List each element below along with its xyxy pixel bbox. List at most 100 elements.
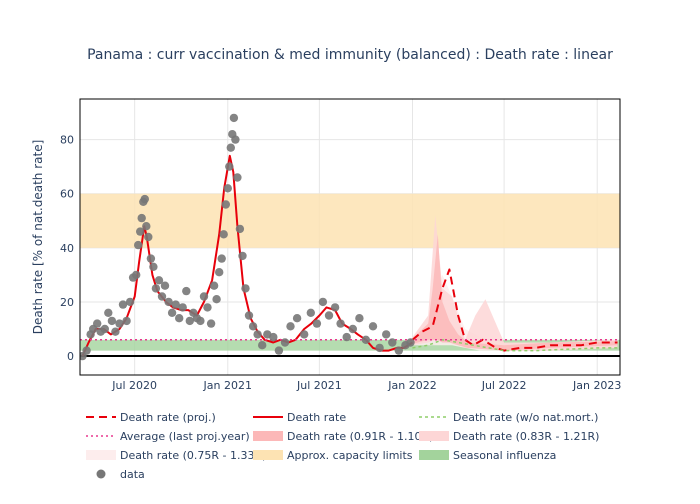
legend-item[interactable]: Death rate (0.75R - 1.33R) (86, 449, 266, 462)
data-point (330, 303, 340, 312)
y-tick-label: 20 (60, 296, 74, 309)
legend-label: Death rate (proj.) (120, 411, 216, 424)
data-point (196, 316, 205, 326)
data-point (235, 224, 245, 234)
legend-item[interactable]: Seasonal influenza (419, 449, 556, 462)
data-point (244, 311, 254, 320)
legend-label: Death rate (287, 411, 346, 424)
data-point (406, 338, 415, 347)
legend-symbol (253, 450, 283, 460)
data-point (269, 332, 278, 342)
data-point (136, 227, 145, 236)
data-point (248, 322, 258, 331)
y-axis-label: Death rate [% of nat.death rate] (31, 140, 45, 335)
data-point (206, 319, 216, 328)
data-point (223, 184, 232, 193)
data-point (388, 338, 397, 347)
legend-item[interactable]: Death rate (w/o nat.mort.) (419, 411, 598, 424)
legend-label: Death rate (0.91R - 1.10R) (287, 430, 433, 443)
legend-label: Approx. capacity limits (287, 449, 413, 462)
data-point (300, 330, 309, 339)
data-point (306, 308, 315, 317)
plot-frame (79, 98, 621, 376)
y-tick-label: 80 (60, 134, 74, 147)
legend-item[interactable]: Approx. capacity limits (253, 449, 413, 462)
series-line (412, 339, 618, 352)
x-tick-label: Jul 2020 (111, 379, 157, 392)
legend-item[interactable]: Average (last proj.year) (86, 430, 250, 443)
data-point (368, 322, 378, 331)
capacity-band (80, 193, 620, 248)
data-point (82, 346, 91, 355)
data-point (93, 319, 102, 328)
data-point (217, 254, 226, 263)
series-line (411, 268, 618, 352)
data-point (212, 295, 221, 304)
data-point (134, 240, 143, 250)
data-point (111, 327, 120, 336)
data-point (238, 251, 247, 261)
legend-symbol (419, 450, 449, 460)
data-point (142, 222, 151, 231)
data-point (229, 113, 239, 123)
data-point (118, 300, 128, 309)
data-point (253, 330, 262, 339)
data-point (132, 270, 141, 280)
legend-item[interactable]: Death rate (253, 411, 346, 424)
uncertainty-band (412, 234, 618, 351)
legend-symbol (419, 431, 449, 441)
data-point (336, 319, 345, 328)
x-tick-label: Jul 2021 (296, 379, 342, 392)
legend-item[interactable]: Death rate (proj.) (86, 411, 216, 424)
data-point (146, 254, 156, 263)
data-point (160, 281, 170, 290)
legend-label: Average (last proj.year) (120, 430, 250, 443)
data-point (375, 343, 384, 353)
legend-item[interactable]: data (96, 468, 145, 481)
data-point (164, 297, 173, 307)
data-point (355, 314, 364, 323)
data-point (361, 335, 371, 344)
data-point (292, 314, 302, 323)
legend-symbol (86, 450, 116, 460)
data-point (115, 319, 124, 328)
data-point (221, 200, 230, 209)
data-point (154, 276, 164, 285)
legend-item[interactable]: Death rate (0.91R - 1.10R) (253, 430, 433, 443)
data-point (137, 213, 146, 223)
data-point (107, 316, 117, 326)
data-point (231, 135, 240, 144)
data-point (382, 330, 391, 339)
data-point (209, 281, 219, 290)
data-point (149, 262, 158, 271)
data-point (104, 308, 113, 317)
data-point (157, 292, 167, 301)
legend-label: Death rate (w/o nat.mort.) (453, 411, 598, 424)
data-point (100, 324, 110, 334)
data-point (185, 316, 194, 326)
legend-item[interactable]: Death rate (0.83R - 1.21R) (419, 430, 599, 443)
data-point (274, 346, 284, 355)
legend-label: Death rate (0.83R - 1.21R) (453, 430, 599, 443)
data-point (171, 300, 180, 309)
data-point (241, 284, 250, 293)
data-point (226, 143, 235, 152)
data-point (258, 341, 267, 350)
data-point (122, 316, 131, 326)
data-point (203, 303, 212, 312)
x-ticks: Jul 2020 Jan 2021 Jul 2021 Jan 2022 Jul 2022… (111, 379, 621, 392)
x-tick-label: Jan 2021 (203, 379, 252, 392)
data-point (280, 338, 290, 347)
data-point (219, 230, 228, 239)
data-point (125, 297, 135, 307)
x-tick-label: Jan 2022 (387, 379, 436, 392)
legend-label: data (120, 468, 145, 481)
data-point (151, 284, 161, 293)
y-tick-label: 40 (60, 242, 74, 255)
data-point (182, 286, 191, 296)
data-point (144, 232, 153, 242)
legend-label: Seasonal influenza (453, 449, 556, 462)
data-point (342, 332, 351, 342)
